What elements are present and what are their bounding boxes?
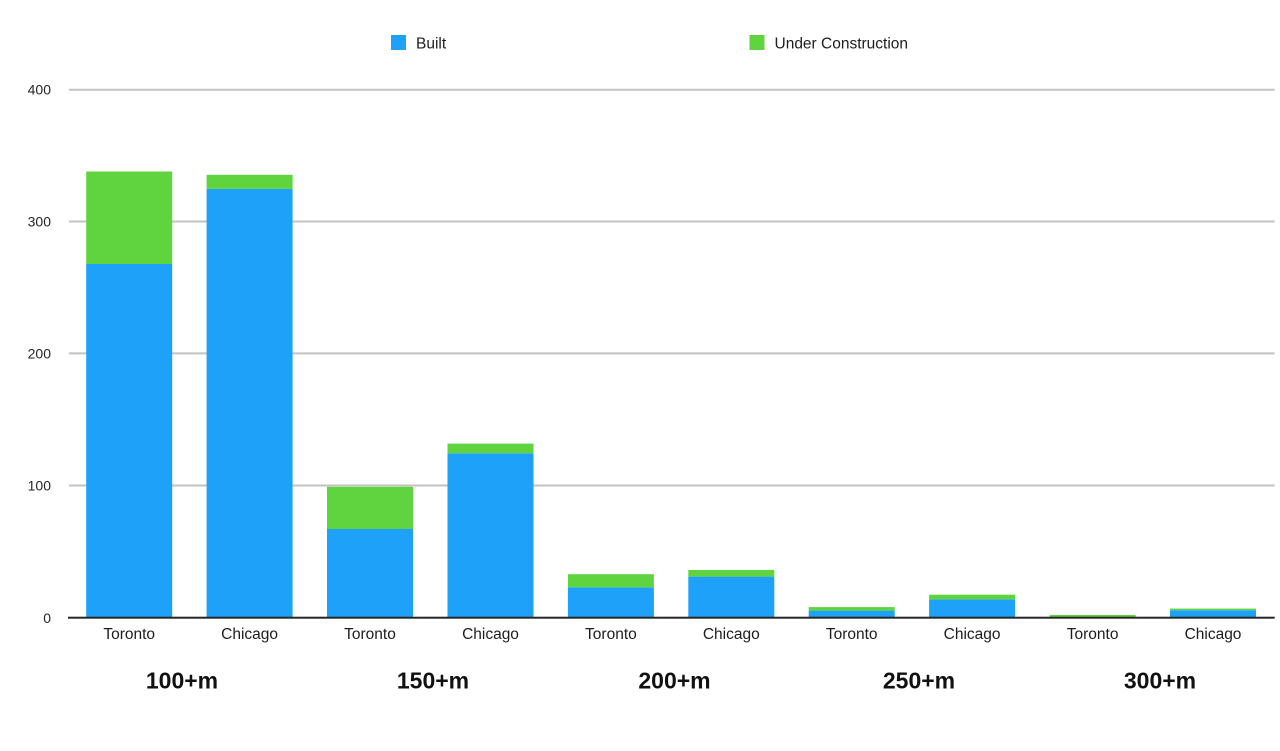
svg-text:Built: Built: [416, 35, 447, 52]
svg-text:200: 200: [28, 345, 52, 361]
svg-text:100: 100: [28, 477, 52, 493]
svg-text:Toronto: Toronto: [1067, 626, 1119, 643]
svg-text:Chicago: Chicago: [221, 626, 278, 643]
svg-text:Chicago: Chicago: [703, 626, 760, 643]
svg-text:Toronto: Toronto: [585, 626, 637, 643]
svg-text:Toronto: Toronto: [103, 626, 155, 643]
svg-text:300+m: 300+m: [1124, 668, 1196, 694]
svg-text:Toronto: Toronto: [344, 626, 396, 643]
svg-text:400: 400: [28, 82, 52, 98]
svg-text:200+m: 200+m: [638, 668, 710, 694]
svg-text:100+m: 100+m: [146, 668, 218, 694]
svg-text:Under Construction: Under Construction: [775, 35, 909, 52]
svg-text:250+m: 250+m: [883, 668, 955, 694]
svg-text:0: 0: [43, 610, 51, 626]
svg-text:150+m: 150+m: [397, 668, 469, 694]
svg-text:Toronto: Toronto: [826, 626, 878, 643]
svg-text:Chicago: Chicago: [1185, 626, 1242, 643]
svg-text:300: 300: [28, 213, 52, 229]
svg-text:Chicago: Chicago: [944, 626, 1001, 643]
svg-text:Chicago: Chicago: [462, 626, 519, 643]
